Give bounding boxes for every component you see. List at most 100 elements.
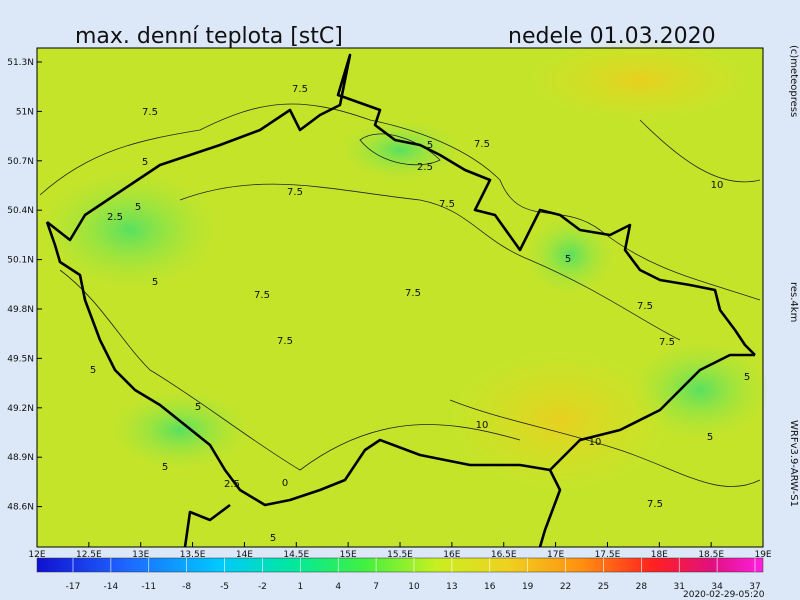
contour-label: 5	[152, 277, 158, 288]
lon-label: 18.5E	[698, 550, 724, 560]
colorbar-label: -11	[141, 582, 156, 592]
colorbar-label: 25	[598, 582, 609, 592]
colorbar-label: 1	[297, 582, 303, 592]
contour-label: 10	[589, 437, 602, 448]
colorbar-label: -5	[220, 582, 229, 592]
date: nedele 01.03.2020	[508, 24, 716, 49]
lon-label: 16.5E	[491, 550, 517, 560]
colorbar	[36, 557, 764, 573]
colorbar-label: 19	[522, 582, 534, 592]
contour-label: 10	[476, 420, 489, 431]
timestamp: 2020-02-29-05:20	[683, 590, 765, 600]
colorbar-label: -17	[66, 582, 81, 592]
lon-label: 17.5E	[595, 550, 621, 560]
contour-label: 7.5	[439, 199, 455, 210]
colorbar-label: 22	[560, 582, 571, 592]
contour-label: 7.5	[292, 84, 308, 95]
contour-label: 7.5	[254, 290, 270, 301]
contour-label: 7.5	[637, 301, 653, 312]
lon-label: 19E	[754, 550, 771, 560]
cold-area	[110, 390, 250, 470]
lat-label: 48.6N	[7, 503, 34, 513]
contour-line	[39, 103, 761, 301]
lat-label: 51.3N	[7, 58, 34, 68]
colorbar-label: -8	[182, 582, 191, 592]
colorbar-label: 10	[408, 582, 420, 592]
lon-label: 16E	[443, 550, 460, 560]
lon-label: 18E	[651, 550, 668, 560]
contour-label: 5	[427, 140, 433, 151]
lon-label: 12.5E	[76, 550, 102, 560]
contour-label: 5	[90, 365, 96, 376]
cold-area	[40, 170, 220, 290]
lat-label: 50.7N	[7, 157, 34, 167]
contour-label: 0	[282, 478, 288, 489]
colorbar-label: -14	[104, 582, 119, 592]
border	[46, 53, 756, 356]
colorbar-label: -2	[258, 582, 267, 592]
lat-label: 49.2N	[7, 404, 34, 414]
colorbar-label: 13	[446, 582, 457, 592]
contour-line	[639, 119, 761, 183]
resolution: res.4km	[788, 282, 799, 322]
colorbar-label: 4	[335, 582, 341, 592]
warm-area	[530, 40, 750, 120]
lon-label: 15.5E	[387, 550, 413, 560]
contour-line	[59, 269, 521, 471]
lat-label: 49.5N	[7, 354, 34, 364]
colorbar-label: 16	[484, 582, 496, 592]
contour-line	[359, 133, 441, 166]
lat-label: 50.4N	[7, 206, 34, 216]
contour-label: 7.5	[142, 107, 158, 118]
title: max. denní teplota [stC]	[75, 24, 343, 49]
contour-label: 10	[711, 180, 724, 191]
lon-label: 13.5E	[180, 550, 206, 560]
contour-line	[179, 183, 681, 341]
border	[549, 353, 755, 471]
lat-label: 50.1N	[7, 256, 34, 266]
lat-label: 49.8N	[7, 305, 34, 315]
lon-label: 12E	[28, 550, 45, 560]
contour-label: 2.5	[417, 162, 433, 173]
contour-label: 5	[142, 157, 148, 168]
map	[36, 40, 770, 548]
contour-label: 5	[135, 202, 141, 213]
contours	[39, 103, 761, 487]
lon-label: 13E	[132, 550, 149, 560]
border	[45, 221, 562, 548]
contour-label: 5	[162, 462, 168, 473]
contour-label: 5	[707, 432, 713, 443]
lon-label: 14.5E	[283, 550, 309, 560]
contour-label: 7.5	[287, 187, 303, 198]
colorbar-label: 28	[636, 582, 648, 592]
colorbar-label: 34	[711, 582, 723, 592]
contour-label: 7.5	[647, 499, 663, 510]
contour-label: 2.5	[224, 479, 240, 490]
colorbar-label: 37	[749, 582, 760, 592]
colorbar-label: 31	[673, 582, 684, 592]
contour-label: 5	[270, 533, 276, 544]
lon-label: 14E	[236, 550, 253, 560]
contour-label: 2.5	[107, 212, 123, 223]
border	[183, 503, 231, 548]
contour-label: 7.5	[277, 336, 293, 347]
contour-label: 5	[565, 254, 571, 265]
contour-label: 5	[195, 402, 201, 413]
cold-area	[525, 215, 615, 295]
warm-area	[450, 350, 670, 490]
copyright: (c)meteopress	[788, 45, 799, 117]
lat-label: 51N	[16, 107, 34, 117]
borders	[45, 53, 756, 548]
model: WRFv3.9-ARW-S1	[788, 420, 799, 507]
contour-label: 5	[744, 372, 750, 383]
lon-label: 15E	[340, 550, 357, 560]
lon-label: 17E	[547, 550, 564, 560]
lat-label: 48.9N	[7, 453, 34, 463]
contour-label: 7.5	[474, 139, 490, 150]
contour-label: 7.5	[405, 288, 421, 299]
contour-line	[449, 399, 761, 487]
cold-area	[340, 120, 460, 180]
contour-label: 7.5	[659, 337, 675, 348]
colorbar-label: 7	[373, 582, 379, 592]
